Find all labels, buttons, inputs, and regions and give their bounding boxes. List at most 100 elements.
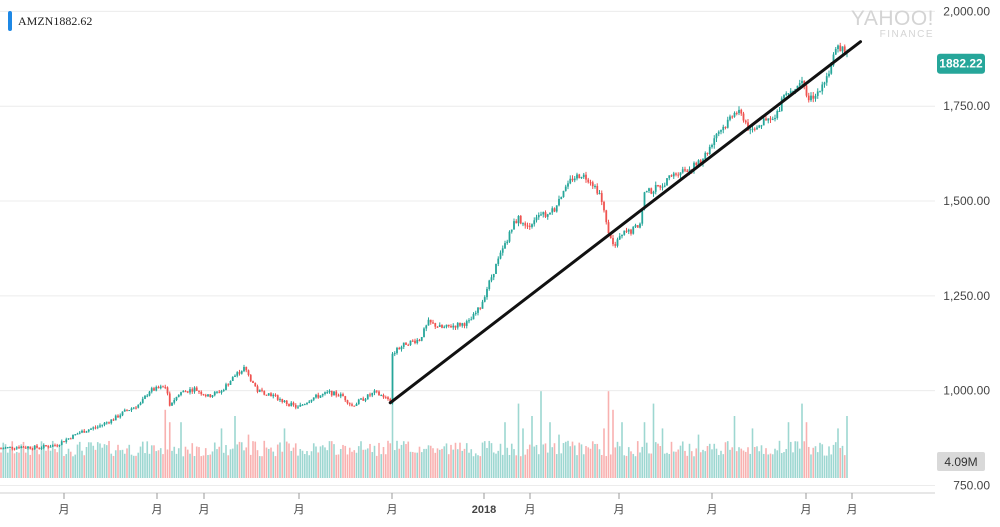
candle-body [54,445,56,447]
candle-body [407,344,410,346]
volume-bar [702,449,704,478]
volume-bar [785,448,788,478]
candle-body [279,399,281,401]
volume-bar [726,441,729,478]
volume-bar [686,455,689,478]
volume-bar [425,448,428,478]
volume-bar [150,445,153,478]
volume-bar [506,447,509,478]
volume-bar [342,444,344,478]
candle-body [339,394,342,397]
candle-body [326,392,329,394]
volume-bar [452,449,455,478]
volume-bar [391,391,394,478]
volume-bar [294,443,297,478]
volume-bar [380,454,383,478]
volume-bar [722,454,725,478]
candle-body [83,430,86,433]
candle-body [427,319,430,326]
x-tick-label: 月 [59,504,70,516]
y-tick-label: 2,000.00 [943,4,990,18]
candle-body [400,346,403,350]
volume-bar [258,456,261,478]
candle-body [0,448,2,450]
candle-body [236,372,239,376]
volume-bar [454,442,457,478]
volume-bar [616,441,619,478]
candle-body [526,225,529,227]
candle-body [216,391,218,393]
volume-bar [621,422,623,478]
volume-bar [607,391,610,478]
volume-bar [472,456,475,478]
volume-bar [443,446,446,478]
candle-body [132,407,135,409]
volume-bar [810,454,812,478]
volume-bar [429,445,432,478]
x-tick-label: 月 [294,504,305,516]
volume-bar [531,416,533,478]
price-axis: 2,000.00 1,750.00 1,500.00 1,250.00 1,000.00… [943,4,990,492]
candle-body [256,386,259,392]
volume-bar [776,450,779,478]
candle-body [9,446,11,448]
volume-bar [720,450,722,478]
candle-body [157,386,160,389]
volume-bar [198,447,200,478]
candle-body [432,322,434,324]
candle-body [283,400,286,402]
candle-body [258,389,261,392]
volume-bar [31,446,34,478]
volume-bar [177,448,180,478]
candle-body [807,95,810,101]
candle-body [697,160,700,166]
volume-bar [297,455,299,478]
candle-body [801,80,803,84]
volume-bar [119,450,122,478]
volume-bar [573,445,576,478]
candle-body [618,236,621,240]
candle-body [40,447,43,449]
volume-bar [186,449,189,478]
candle-body [155,386,158,391]
volume-bar [168,422,171,478]
candle-body [101,424,104,426]
volume-bar [537,454,540,478]
volume-bar [618,446,621,478]
volume-bar [414,452,416,478]
candle-body [108,422,110,424]
candle-body [841,46,844,52]
candle-body [438,324,441,327]
candle-body [513,221,515,230]
volume-bar [441,448,443,478]
volume-bar [317,452,320,478]
candle-body [126,409,128,411]
volume-bar [222,452,225,478]
volume-bar [254,441,257,478]
candle-body [346,400,349,404]
candle-body [177,394,180,397]
badges: 1882.22 4.09M [937,53,985,471]
volume-bar [310,451,313,478]
candle-body [733,112,736,117]
candle-body [780,98,783,111]
candle-body [672,173,675,177]
candle-body [805,85,808,96]
candle-body [198,390,200,392]
candle-body [22,446,25,448]
candle-body [576,174,578,179]
volume-bar [587,447,590,478]
volume-bar [483,441,486,478]
candle-body [632,226,635,234]
candle-body [578,174,581,179]
ticker-label[interactable]: AMZN 1882.62 [8,10,92,32]
volume-bar [121,449,124,478]
volume-bar [200,456,203,478]
candle-body [2,448,5,450]
candle-body [252,381,254,383]
candle-body [598,193,601,195]
volume-bar [528,444,531,478]
volume-bar [492,452,495,478]
candle-body [411,340,414,342]
